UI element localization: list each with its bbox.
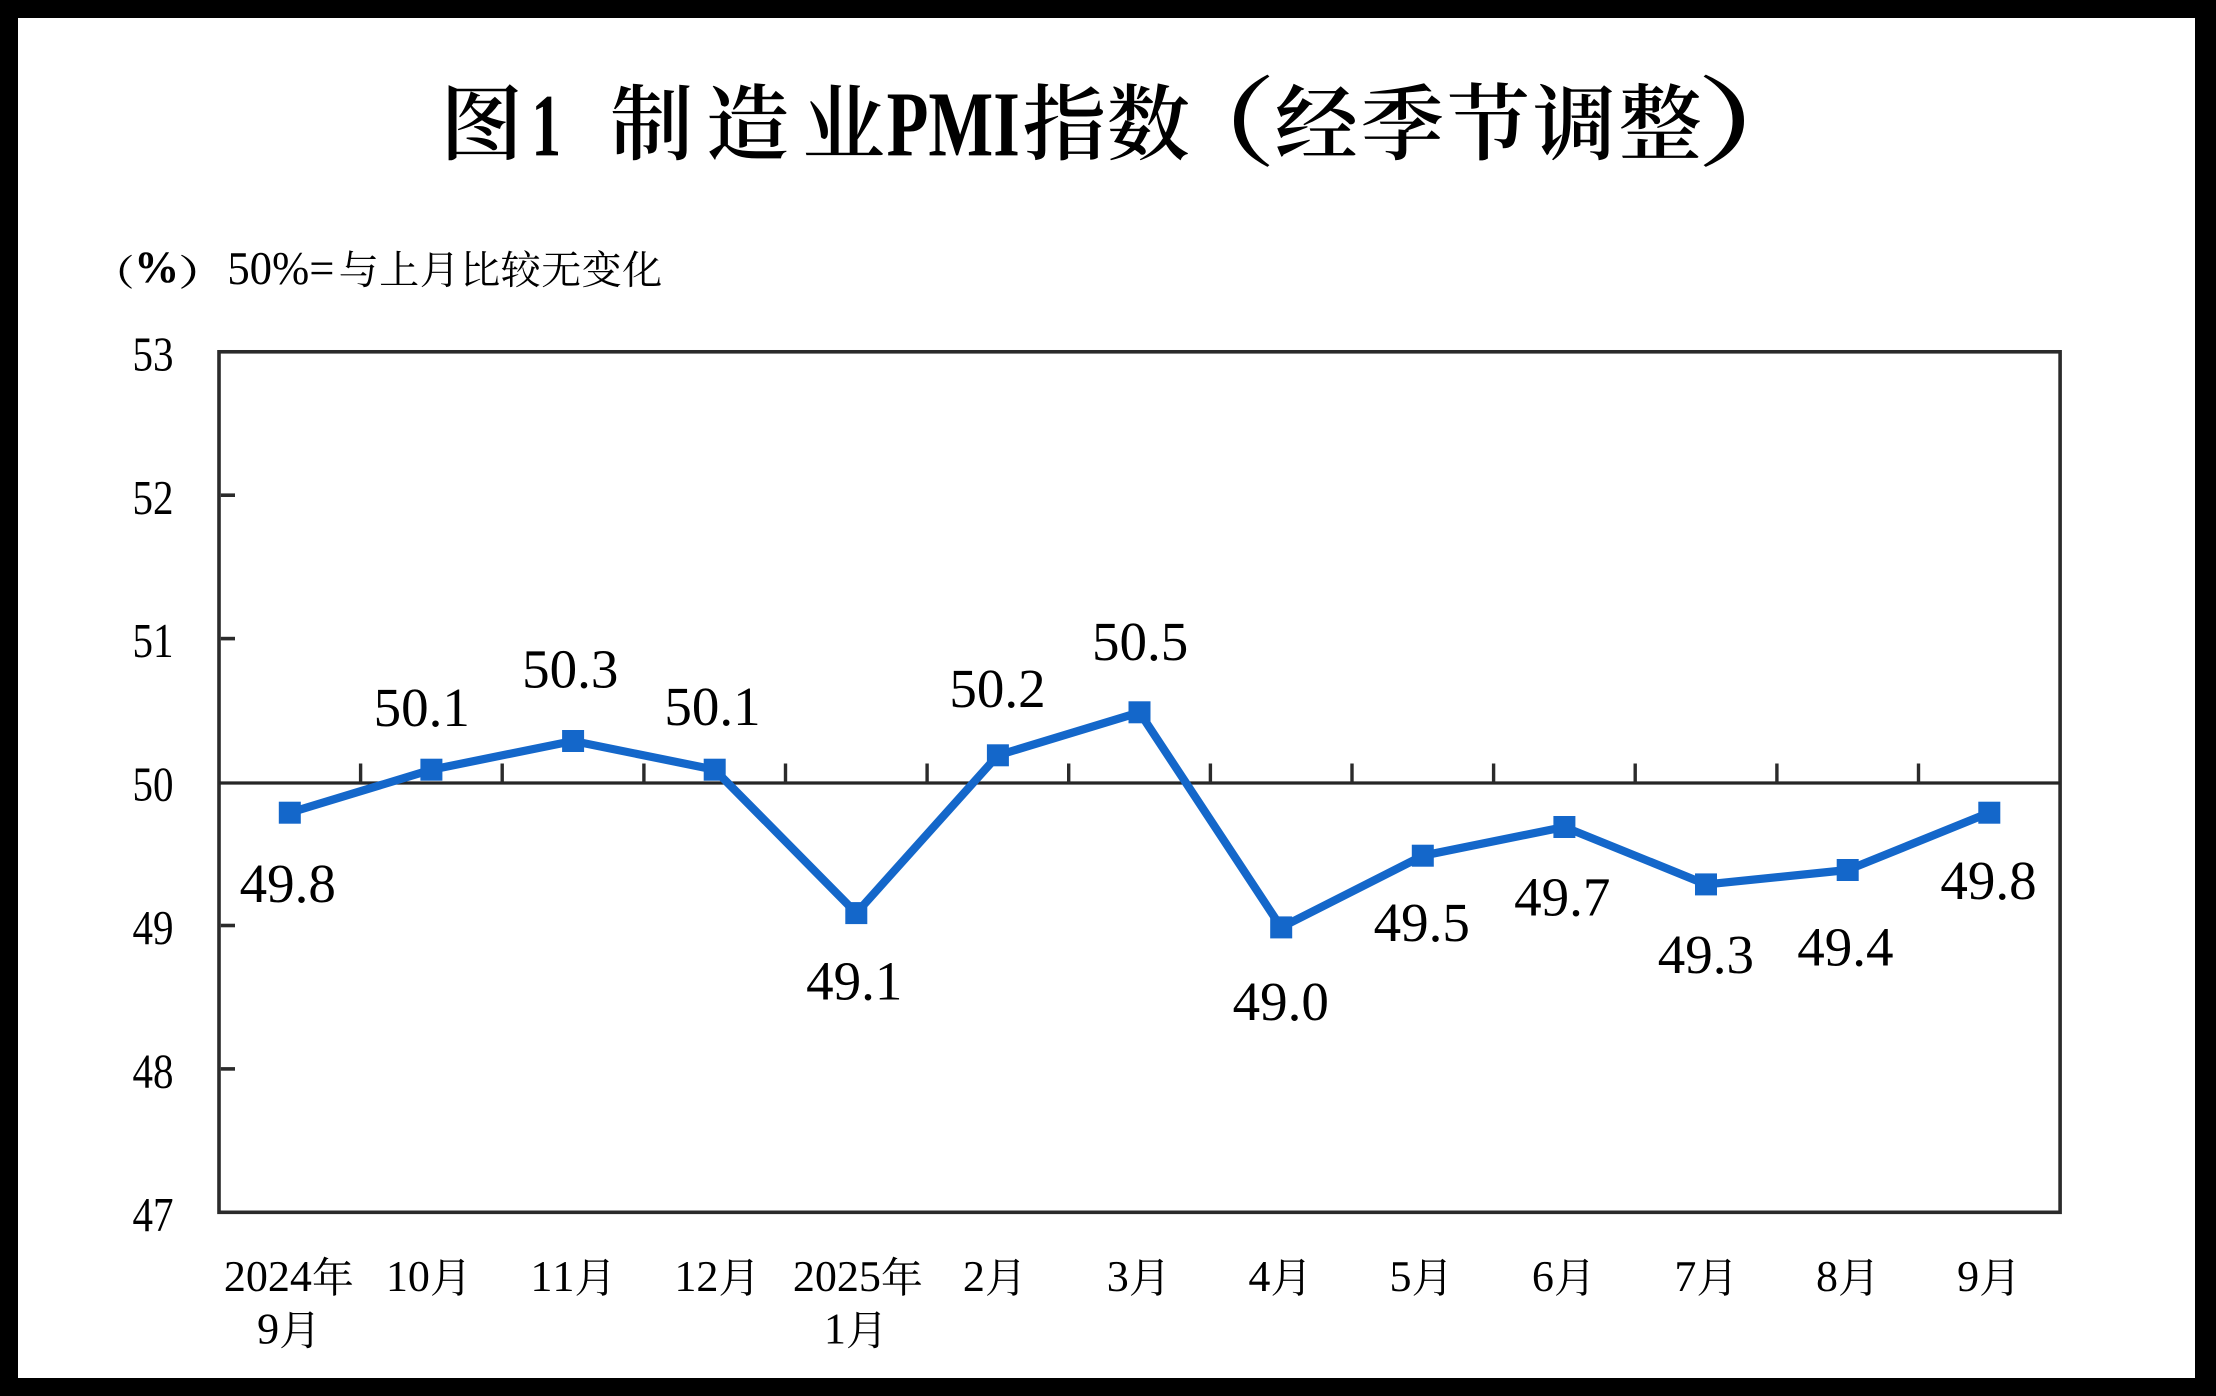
svg-text:50.1: 50.1 <box>664 676 760 737</box>
svg-text:49.7: 49.7 <box>1514 867 1610 928</box>
svg-text:53: 53 <box>133 326 174 381</box>
svg-text:52: 52 <box>133 470 174 525</box>
svg-text:49: 49 <box>133 900 174 955</box>
svg-text:49.8: 49.8 <box>1940 850 2036 911</box>
svg-text:49.4: 49.4 <box>1797 917 1893 978</box>
svg-text:50.5: 50.5 <box>1092 611 1188 672</box>
svg-text:48: 48 <box>133 1044 174 1099</box>
svg-text:49.5: 49.5 <box>1374 892 1470 953</box>
svg-text:49.1: 49.1 <box>806 950 902 1011</box>
svg-text:50.1: 50.1 <box>374 677 470 738</box>
svg-text:47: 47 <box>133 1187 174 1242</box>
svg-text:50.2: 50.2 <box>949 658 1045 719</box>
svg-text:51: 51 <box>133 613 174 668</box>
svg-text:50: 50 <box>133 757 174 812</box>
svg-text:49.8: 49.8 <box>240 853 336 914</box>
svg-text:50.3: 50.3 <box>522 639 618 700</box>
svg-text:49.0: 49.0 <box>1233 971 1329 1032</box>
svg-text:49.3: 49.3 <box>1658 924 1754 985</box>
